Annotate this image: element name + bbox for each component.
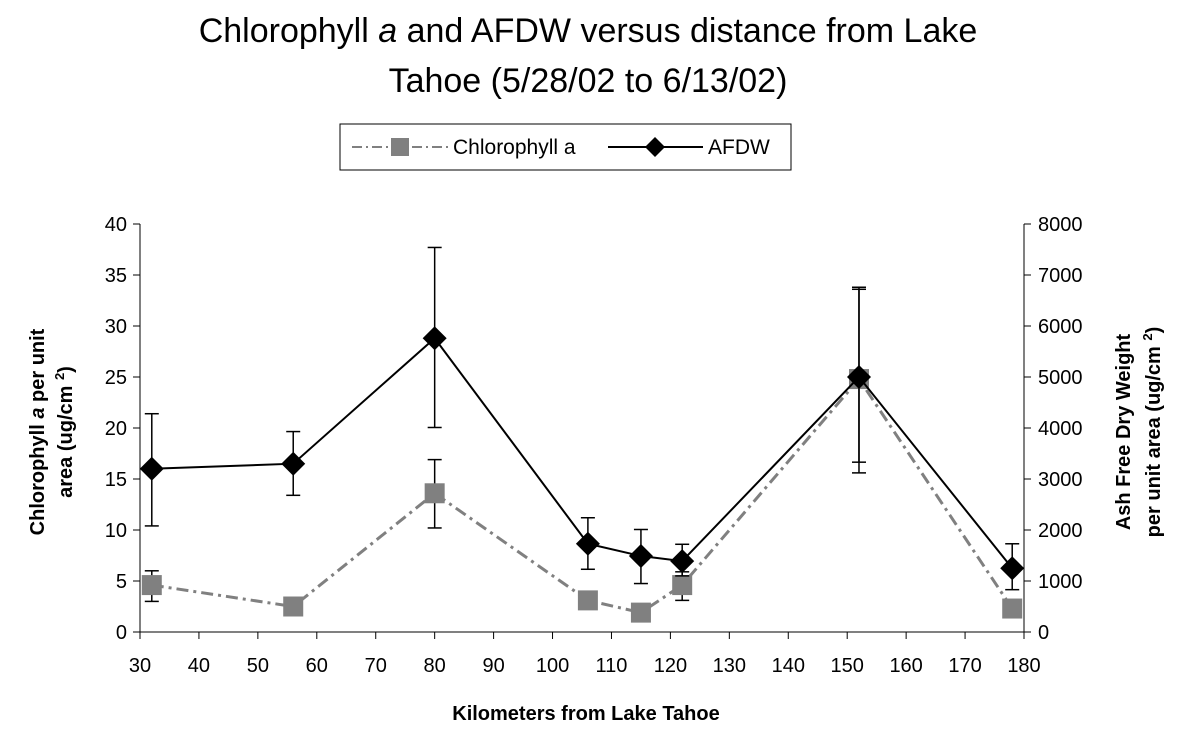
legend-chlorophyll-label: Chlorophyll a <box>453 136 576 159</box>
x-tick-label: 100 <box>536 655 569 677</box>
y-right-tick-label: 4000 <box>1038 418 1083 440</box>
chlorophyll-point <box>141 575 162 596</box>
x-tick-label: 70 <box>365 655 387 677</box>
y-right-tick-label: 6000 <box>1038 316 1083 338</box>
x-tick-label: 170 <box>948 655 981 677</box>
y-left-tick-label: 20 <box>105 418 127 440</box>
series-afdw <box>139 246 1025 591</box>
y-left-tick-label: 0 <box>116 622 127 644</box>
x-tick-label: 40 <box>188 655 210 677</box>
x-tick-label: 120 <box>654 655 687 677</box>
y-left-tick-label: 5 <box>116 571 127 593</box>
legend: Chlorophyll a AFDW <box>339 123 792 171</box>
afdw-point <box>1000 556 1025 581</box>
x-tick-label: 140 <box>772 655 805 677</box>
afdw-point <box>281 451 306 476</box>
series-chlorophyll-a <box>141 288 1023 623</box>
x-tick-label: 80 <box>424 655 446 677</box>
afdw-line <box>151 336 1013 569</box>
axes: 30 40 50 60 70 80 90 100 110 120 130 140 150 160 170 18… <box>105 214 1083 677</box>
y-right-tick-label: 1000 <box>1038 571 1083 593</box>
x-tick-label: 160 <box>889 655 922 677</box>
y-left-tick-label: 25 <box>105 367 127 389</box>
y-right-tick-label: 2000 <box>1038 520 1083 542</box>
chlorophyll-line <box>151 376 1014 615</box>
afdw-point <box>628 544 653 569</box>
legend-afdw-label: AFDW <box>708 136 770 159</box>
x-axis-label: Kilometers from Lake Tahoe <box>452 703 719 725</box>
afdw-point <box>422 326 447 351</box>
x-tick-label: 90 <box>482 655 504 677</box>
y-left-tick-label: 35 <box>105 265 127 287</box>
y-left-axis-label-line-2: area (ug/cm 2) <box>52 366 77 498</box>
x-tick-label: 30 <box>129 655 151 677</box>
y-left-tick-label: 15 <box>105 469 127 491</box>
x-tick-label: 110 <box>596 655 628 677</box>
legend-afdw-marker <box>645 137 665 157</box>
y-left-tick-label: 10 <box>105 520 127 542</box>
x-tick-label: 60 <box>306 655 328 677</box>
x-tick-label: 130 <box>713 655 746 677</box>
chlorophyll-point <box>672 575 693 596</box>
y-right-tick-label: 5000 <box>1038 367 1083 389</box>
afdw-point <box>846 365 871 389</box>
afdw-point <box>575 531 600 556</box>
afdw-point <box>670 549 695 574</box>
chlorophyll-point <box>577 590 598 611</box>
chart-title-line-1: Chlorophyll a and AFDW versus distance f… <box>199 12 978 50</box>
y-right-tick-label: 0 <box>1038 622 1049 644</box>
chlorophyll-point <box>1002 598 1023 619</box>
y-left-axis-label-line-1: Chlorophyll a per unit <box>27 328 49 535</box>
y-right-tick-label: 3000 <box>1038 469 1083 491</box>
chlorophyll-point <box>283 596 304 617</box>
x-tick-label: 180 <box>1007 655 1040 677</box>
chlorophyll-point <box>424 483 445 504</box>
y-right-axis-label-line-1: Ash Free Dry Weight <box>1113 333 1135 530</box>
afdw-point <box>139 456 164 481</box>
x-tick-label: 50 <box>247 655 269 677</box>
y-right-axis-label-line-2: per unit area (ug/cm 2) <box>1140 327 1165 538</box>
y-left-tick-label: 30 <box>105 316 127 338</box>
chart-title-line-2: Tahoe (5/28/02 to 6/13/02) <box>389 62 788 100</box>
chlorophyll-point <box>630 602 651 623</box>
y-right-tick-label: 7000 <box>1038 265 1083 287</box>
legend-chlorophyll-marker <box>391 138 409 156</box>
y-left-tick-label: 40 <box>105 214 127 236</box>
y-right-tick-label: 8000 <box>1038 214 1083 236</box>
x-tick-label: 150 <box>831 655 864 677</box>
